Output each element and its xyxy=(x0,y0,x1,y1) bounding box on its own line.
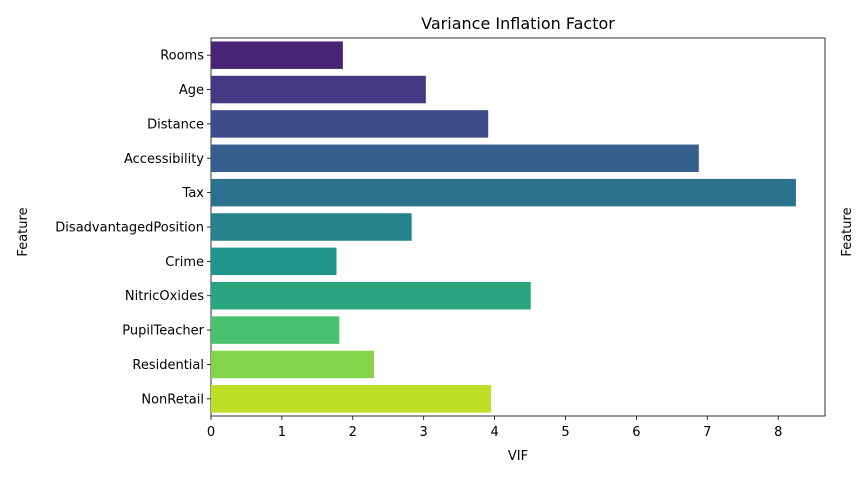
x-tick-label: 8 xyxy=(774,425,782,440)
bar-nitric-oxides xyxy=(211,281,531,310)
x-tick-label: 2 xyxy=(349,425,357,440)
y-tick-label-accessibility: Accessibility xyxy=(124,152,204,167)
chart-title: Variance Inflation Factor xyxy=(421,14,615,33)
y-tick-label-non-retail: NonRetail xyxy=(141,392,204,407)
bar-accessibility xyxy=(211,144,699,173)
x-tick-label: 5 xyxy=(561,425,569,440)
secondary-y-axis-label: Feature xyxy=(840,207,855,256)
bar-pupil-teacher xyxy=(211,316,340,344)
y-tick-label-residential: Residential xyxy=(132,358,204,373)
bar-disadvantaged-position xyxy=(211,213,412,241)
bars-group xyxy=(211,41,796,413)
x-ticks-group: 0 1 2 3 4 5 6 7 8 xyxy=(207,416,782,440)
x-axis-label: VIF xyxy=(508,449,528,464)
bar-distance xyxy=(211,110,489,138)
y-axis-label: Feature xyxy=(16,207,31,256)
x-tick-label: 1 xyxy=(278,425,286,440)
bar-residential xyxy=(211,350,375,379)
x-tick-label: 0 xyxy=(207,425,215,440)
y-tick-label-tax: Tax xyxy=(182,186,205,201)
y-tick-label-nitric-oxides: NitricOxides xyxy=(125,289,204,304)
y-tick-label-distance: Distance xyxy=(147,117,204,132)
x-tick-label: 7 xyxy=(703,425,711,440)
x-tick-label: 3 xyxy=(420,425,428,440)
x-tick-label: 4 xyxy=(490,425,498,440)
y-tick-label-pupil-teacher: PupilTeacher xyxy=(122,324,204,339)
bar-tax xyxy=(211,178,796,207)
y-tick-label-age: Age xyxy=(179,83,204,98)
y-tick-label-disadvantaged-position: DisadvantagedPosition xyxy=(55,221,204,236)
bar-non-retail xyxy=(211,385,492,413)
x-tick-label: 6 xyxy=(632,425,640,440)
y-tick-label-rooms: Rooms xyxy=(160,49,204,64)
bar-age xyxy=(211,75,426,104)
y-tick-label-crime: Crime xyxy=(165,255,204,270)
bar-rooms xyxy=(211,41,343,69)
y-ticks-group: Rooms Age Distance Accessibility Tax Disadvan… xyxy=(55,49,211,407)
bar-crime xyxy=(211,247,337,276)
